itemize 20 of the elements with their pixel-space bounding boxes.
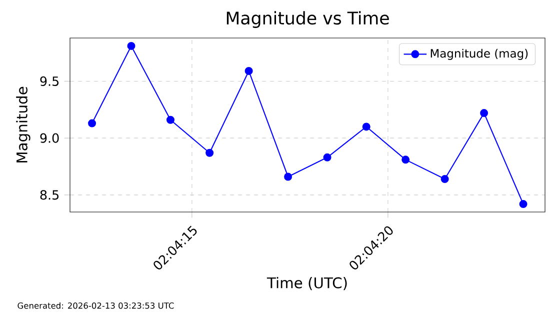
text: Generated: 2026-02-13 03:23:53 UTC	[18, 302, 174, 309]
x-axis-title: Time (UTC)	[266, 277, 347, 290]
point	[402, 156, 410, 164]
point	[127, 42, 136, 50]
point	[440, 175, 449, 184]
point	[323, 153, 332, 162]
point	[519, 200, 528, 208]
y-tick-label: 8.5	[40, 190, 59, 200]
y-axis-title: Magnitude	[16, 86, 30, 162]
point	[88, 119, 96, 128]
point	[480, 109, 488, 118]
chart-title: Magnitude vs Time	[226, 11, 389, 28]
point	[284, 172, 292, 181]
point	[362, 122, 370, 131]
y-tick-label: 9.5	[40, 76, 59, 86]
legend-label: Magnitude (mag)	[430, 48, 528, 60]
y-tick-label: 9.0	[40, 133, 59, 143]
point	[244, 66, 253, 75]
point	[206, 148, 214, 157]
point	[166, 116, 174, 124]
